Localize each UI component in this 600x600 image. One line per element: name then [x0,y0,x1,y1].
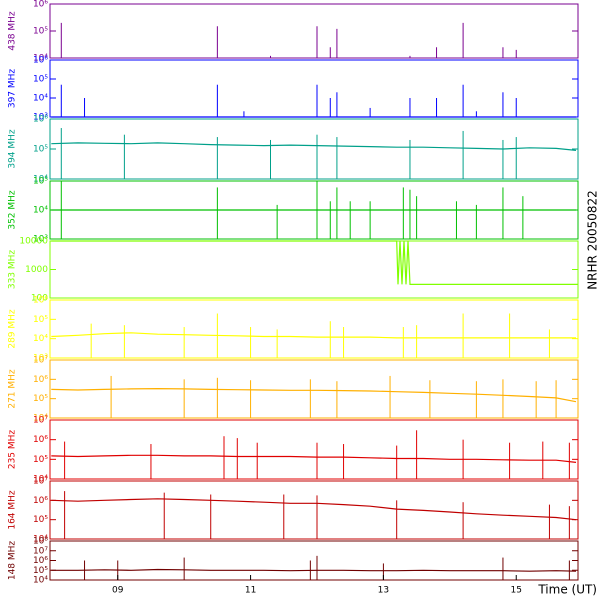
y-tick-label: 10⁶ [33,296,48,306]
panel-frame [49,240,579,299]
y-tick-label: 10⁵ [33,515,48,525]
y-tick-label: 10³ [33,354,48,364]
y-tick-label: 10⁵ [33,27,48,37]
panel-frame [49,299,579,359]
x-tick-label: 13 [378,586,389,596]
y-tick-label: 10⁴ [33,535,48,545]
y-tick-label: 10⁴ [33,94,48,104]
y-tick-label: 10³ [33,235,48,245]
series-line [51,240,578,285]
y-tick-label: 10⁷ [33,356,48,366]
y-tick-label: 10⁴ [33,206,48,216]
y-tick-label: 10⁵ [33,145,48,155]
y-tick-label: 10⁵ [33,315,48,325]
y-tick-label: 100 [31,294,48,304]
y-tick-label: 10⁵ [33,394,48,404]
x-tick-label: 11 [245,586,256,596]
panel-label: 397 MHz [8,69,18,109]
y-tick-label: 10⁴ [33,175,48,185]
y-tick-label: 10⁴ [33,414,48,424]
y-tick-label: 10⁴ [33,54,48,64]
x-tick-label: 09 [112,586,124,596]
panel-label: 438 MHz [8,11,18,51]
y-tick-label: 10⁶ [33,56,48,66]
y-tick-label: 10000 [19,237,48,247]
series-line [51,568,577,572]
y-tick-label: 1000 [25,265,48,275]
panel-label: 148 MHz [8,541,18,581]
y-tick-label: 10⁴ [33,576,48,586]
y-tick-label: 10⁵ [33,566,48,576]
y-tick-label: 10⁵ [33,177,48,187]
x-tick-label: 15 [511,586,522,596]
series-line [51,142,577,151]
series-line [51,498,577,521]
panel-frame [49,419,579,480]
y-tick-label: 10⁶ [33,496,48,506]
y-tick-label: 10⁵ [33,75,48,85]
panel-frame [49,3,579,59]
y-tick-label: 10⁶ [33,0,48,10]
y-tick-label: 10⁶ [33,435,48,445]
series-line [51,454,577,463]
panel-frame [49,59,579,118]
panel-label: 235 MHz [8,430,18,470]
panel-label: 333 MHz [8,250,18,290]
y-tick-label: 10⁷ [33,416,48,426]
panel-frame [49,540,579,581]
panel-label: 271 MHz [8,369,18,409]
panel-frame [49,480,579,540]
y-tick-label: 10⁵ [33,455,48,465]
y-tick-label: 10⁴ [33,475,48,485]
panel-label: 289 MHz [8,309,18,349]
y-tick-label: 10⁶ [33,556,48,566]
x-axis-label: Time (UT) [537,583,597,597]
y-tick-label: 10⁷ [33,477,48,487]
y-tick-label: 10⁶ [33,115,48,125]
series-line [51,332,576,339]
panel-frame [49,359,579,419]
y-tick-label: 10³ [33,113,48,123]
y-tick-label: 10⁶ [33,375,48,385]
panel-label: 164 MHz [8,490,18,530]
station-label: NRHR 20050822 [586,190,600,290]
series-line [51,387,577,403]
y-tick-label: 10⁸ [33,537,48,547]
panel-label: 394 MHz [8,129,18,169]
y-tick-label: 10⁷ [33,546,48,556]
panel-label: 352 MHz [8,190,18,230]
y-tick-label: 10⁴ [33,334,48,344]
